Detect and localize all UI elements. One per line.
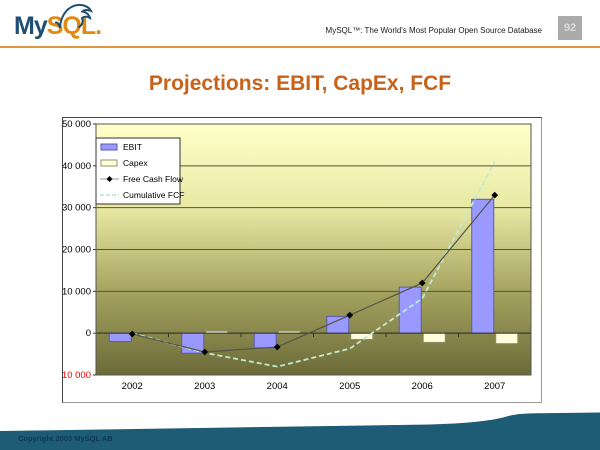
chart: 50 000 40 000 30 000 20 000 10 000 0 -10 000 20… [62, 117, 542, 403]
legend-label: Free Cash Flow [123, 174, 184, 184]
marker-diamond [491, 191, 499, 199]
slide-title: Projections: EBIT, CapEx, FCF [148, 72, 452, 95]
marker-diamond [201, 348, 209, 356]
mysql-logo: MySQL. [14, 3, 103, 40]
marker-diamond [128, 330, 136, 338]
chart-canvas: 50 000 40 000 30 000 20 000 10 000 0 -10 000 20… [63, 119, 532, 392]
line-cumulative-fcf [132, 161, 496, 368]
y-tick-label: 0 [86, 328, 91, 339]
x-tick-label: 2003 [194, 381, 215, 392]
x-tick-label: 2002 [122, 381, 143, 392]
bar-ebit-2004 [253, 332, 277, 349]
x-tick-label: 2005 [339, 381, 360, 392]
legend-label: EBIT [123, 142, 142, 152]
y-tick-label: 30 000 [63, 203, 91, 214]
logo-text-my: My [14, 12, 48, 40]
x-tick-label: 2007 [484, 381, 505, 392]
legend-label: Cumulative FCF [123, 190, 184, 200]
copyright-text: Copyright 2003 MySQL AB [18, 434, 113, 443]
legend-swatch-capex [100, 159, 118, 167]
dolphin-icon [55, 3, 94, 28]
y-tick-label: 20 000 [63, 245, 91, 256]
bar-capex-2006 [422, 332, 446, 343]
bar-ebit-2006 [398, 286, 422, 334]
y-tick-label: 10 000 [63, 286, 91, 297]
bar-ebit-2002 [108, 332, 132, 343]
marker-diamond [346, 311, 354, 319]
line-free-cash-flow [132, 194, 496, 353]
y-tick-label: 40 000 [63, 161, 91, 172]
page-number-badge: 92 [558, 16, 582, 40]
marker-diamond [418, 279, 426, 287]
legend-marker-diamond [106, 176, 113, 182]
y-tick-label: -10 000 [63, 370, 91, 381]
header: MySQL. MySQL™: The World's Most Popular … [0, 0, 600, 48]
bar-ebit-2005 [326, 315, 350, 334]
bar-capex-2007 [495, 332, 519, 345]
legend-label: Capex [123, 158, 148, 168]
x-tick-label: 2004 [267, 381, 288, 392]
plot-border [95, 123, 532, 376]
footer-swoosh [0, 412, 600, 450]
y-tick-label: 50 000 [63, 119, 91, 130]
logo-text-dot: . [95, 12, 103, 40]
header-tagline: MySQL™: The World's Most Popular Open So… [325, 26, 542, 35]
legend-swatch-ebit [100, 143, 118, 151]
bar-ebit-2003 [181, 332, 205, 354]
x-tick-label: 2006 [412, 381, 433, 392]
